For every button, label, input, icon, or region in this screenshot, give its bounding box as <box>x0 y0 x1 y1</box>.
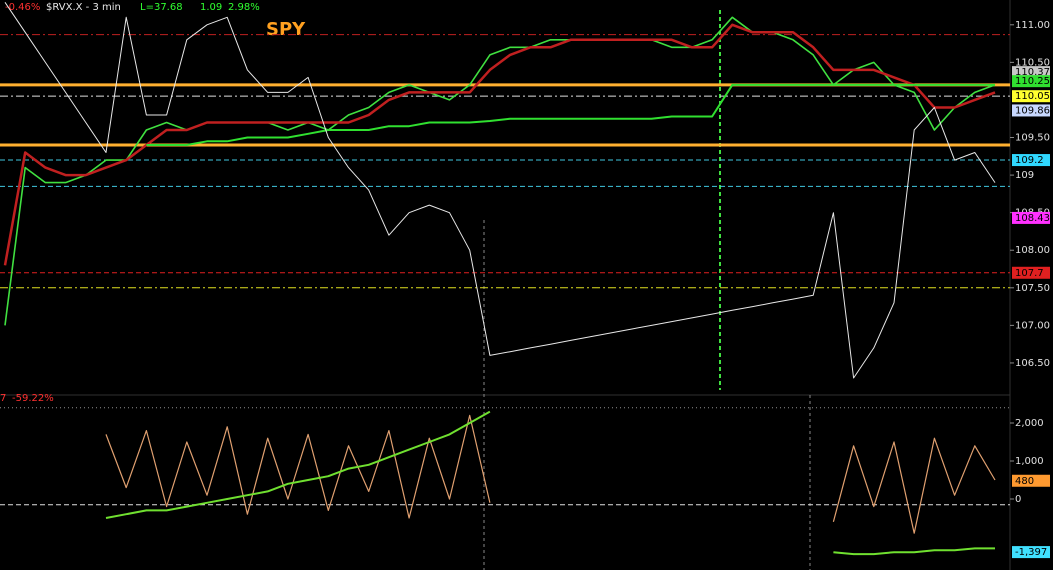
price-label-box <box>1012 154 1050 167</box>
y-tick-label: 109 <box>1015 170 1034 181</box>
header-text: -0.46% <box>5 2 40 13</box>
series-line <box>4 2 996 379</box>
price-label-box <box>1012 66 1050 79</box>
price-label: 480 <box>1015 476 1034 487</box>
header-text: 2.98% <box>228 2 260 13</box>
header-text: $RVX.X - 3 min <box>46 2 121 13</box>
price-label: 109.2 <box>1015 155 1044 166</box>
series-line <box>105 410 995 556</box>
price-label: -1,397 <box>1015 547 1047 558</box>
price-label-box <box>1012 211 1050 224</box>
chart-title: SPY <box>266 19 306 40</box>
y-tick-label: 110.50 <box>1015 57 1050 68</box>
price-label: 110.25 <box>1015 76 1050 87</box>
price-label-box <box>1012 546 1050 559</box>
price-label-box <box>1012 474 1050 487</box>
price-label-box <box>1012 90 1050 103</box>
price-label-box <box>1012 75 1050 88</box>
series-line <box>105 414 996 534</box>
series-line <box>146 83 995 146</box>
y-tick-label: 0 <box>1015 494 1021 505</box>
y-tick-label: 107.50 <box>1015 283 1050 294</box>
series-line <box>3 23 996 266</box>
y-tick-label: 106.50 <box>1015 358 1050 369</box>
y-tick-label: 111.00 <box>1015 20 1050 31</box>
series-line <box>4 16 996 326</box>
price-label: 108.43 <box>1015 213 1050 224</box>
header-text: 1.09 <box>200 2 222 13</box>
y-tick-label: 1,000 <box>1015 456 1044 467</box>
price-label: 109.86 <box>1015 105 1050 116</box>
y-tick-label: 109.50 <box>1015 133 1050 144</box>
price-label-box <box>1012 266 1050 279</box>
price-label: 110.05 <box>1015 91 1050 102</box>
price-label-box <box>1012 104 1050 117</box>
header-text: L=37.68 <box>140 2 183 13</box>
y-tick-label: 108.00 <box>1015 245 1050 256</box>
y-tick-label: 107.00 <box>1015 320 1050 331</box>
price-label: 110.37 <box>1015 67 1050 78</box>
header-text: -59.22% <box>12 393 54 404</box>
header-text: 7 <box>0 393 6 404</box>
price-label: 107.7 <box>1015 268 1044 279</box>
y-tick-label: 2,000 <box>1015 418 1044 429</box>
